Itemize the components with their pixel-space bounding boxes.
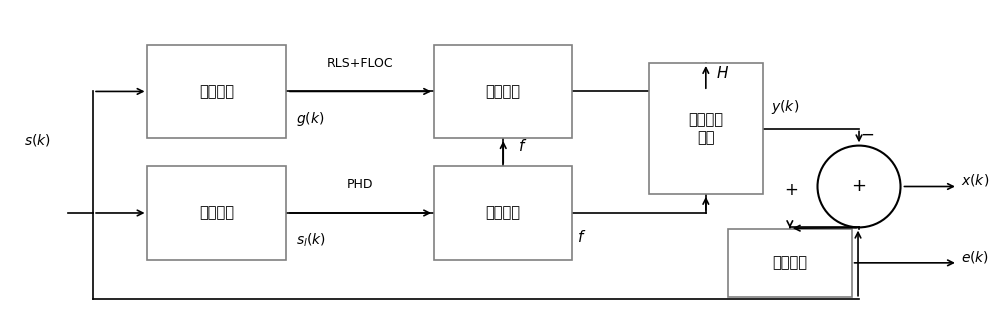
FancyBboxPatch shape	[434, 166, 572, 260]
Text: $+$: $+$	[784, 180, 798, 199]
Text: 高通滤波: 高通滤波	[199, 84, 234, 99]
Text: $f$: $f$	[577, 228, 587, 244]
Text: RLS+FLOC: RLS+FLOC	[327, 57, 393, 70]
Text: $-$: $-$	[860, 124, 874, 142]
Text: $s_l(k)$: $s_l(k)$	[296, 232, 326, 249]
Text: $x(k)$: $x(k)$	[961, 172, 989, 188]
Text: $y(k)$: $y(k)$	[771, 98, 799, 116]
Text: $g(k)$: $g(k)$	[296, 110, 324, 128]
FancyBboxPatch shape	[147, 166, 286, 260]
Text: 加权各次
谐波: 加权各次 谐波	[688, 112, 723, 146]
FancyBboxPatch shape	[649, 63, 763, 194]
Text: +: +	[852, 178, 867, 196]
Text: $s(k)$: $s(k)$	[24, 132, 51, 148]
Text: $e(k)$: $e(k)$	[961, 249, 989, 265]
Text: $f$: $f$	[518, 138, 527, 154]
FancyBboxPatch shape	[434, 45, 572, 138]
Text: 高通滤波: 高通滤波	[772, 255, 807, 270]
FancyBboxPatch shape	[728, 228, 852, 297]
Text: PHD: PHD	[347, 178, 373, 191]
Text: $H$: $H$	[716, 65, 729, 81]
Text: 权值更新: 权值更新	[486, 84, 521, 99]
FancyBboxPatch shape	[147, 45, 286, 138]
Text: 低通滤波: 低通滤波	[199, 205, 234, 220]
Text: 频率估计: 频率估计	[486, 205, 521, 220]
